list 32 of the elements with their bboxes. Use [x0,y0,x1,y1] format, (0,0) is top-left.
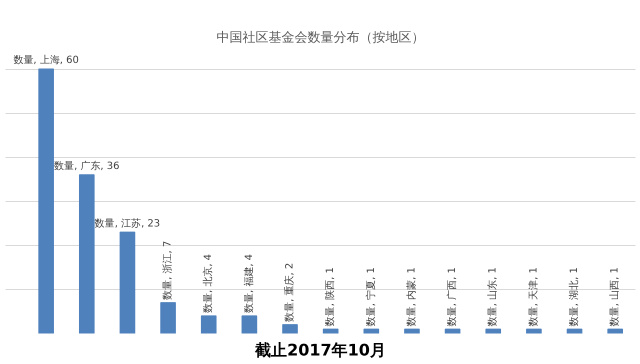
bar [38,68,54,334]
bar [160,302,176,334]
data-label: 数量, 天津, 1 [527,267,540,326]
data-label: 数量, 广东, 36 [54,160,120,172]
bar [485,328,502,334]
bar [404,328,420,334]
bar [242,315,258,334]
data-label: 数量, 江苏, 23 [94,217,160,230]
data-label: 数量, 湖北, 1 [568,267,580,326]
chart-title: 中国社区基金会数量分布（按地区） [216,30,424,46]
text: 截止2017年10月 [254,340,386,360]
bar [607,328,623,334]
data-label: 数量, 北京, 4 [202,254,214,314]
bar [120,232,136,334]
bar [78,174,95,334]
bar [322,328,338,334]
bar [526,328,542,334]
data-label: 数量, 上海, 60 [13,54,79,66]
data-label: 数量, 浙江, 7 [162,240,174,300]
data-label: 数量, 广西, 1 [446,267,458,326]
data-label: 数量, 宁夏, 1 [364,267,377,326]
data-label: 数量, 山东, 1 [486,267,499,326]
bar [444,328,460,334]
bar [282,324,298,334]
data-label: 数量, 福建, 4 [242,254,255,314]
bar [363,328,380,334]
data-label: 数量, 重庆, 2 [284,262,296,322]
bar [200,315,217,334]
bar [566,328,582,334]
data-label: 数量, 山西, 1 [608,267,621,326]
data-label: 数量, 内蒙, 1 [405,267,418,326]
data-label: 数量, 陕西, 1 [324,267,336,326]
